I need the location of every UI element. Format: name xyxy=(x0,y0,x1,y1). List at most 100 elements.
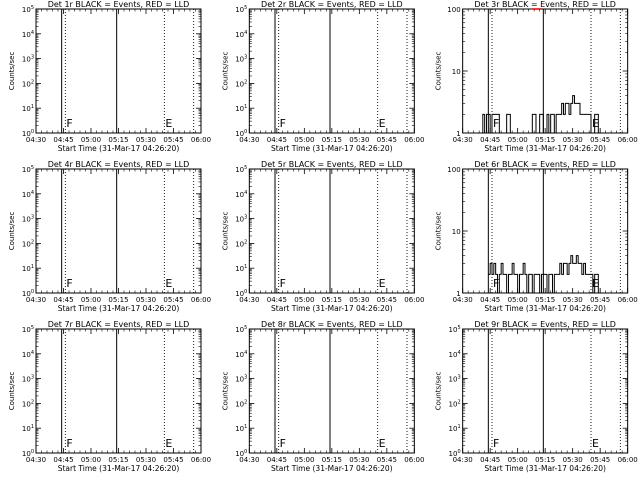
y-tick-label: 104 xyxy=(235,190,247,199)
y-tick-label: 104 xyxy=(22,350,34,359)
event-marker-label: E xyxy=(379,117,386,130)
x-axis-label: Start Time (31-Mar-17 04:26:20) xyxy=(271,464,393,473)
y-tick-label: 100 xyxy=(22,289,34,298)
x-tick-label: 05:00 xyxy=(294,136,314,144)
y-tick-label: 101 xyxy=(22,264,34,273)
plot-frame xyxy=(35,328,202,454)
x-tick-label: 06:00 xyxy=(404,296,424,304)
event-marker-label: E xyxy=(165,437,172,450)
series-line xyxy=(480,95,602,134)
x-tick-label: 04:45 xyxy=(480,136,500,144)
detector-panel: Det 5r BLACK = Events, RED = LLD 100 101 10… xyxy=(221,160,424,313)
x-axis-label: Start Time (31-Mar-17 04:26:20) xyxy=(271,144,393,153)
x-tick-label: 05:30 xyxy=(349,136,369,144)
y-axis-label: Counts/sec xyxy=(221,212,229,251)
x-tick-label: 05:30 xyxy=(563,296,583,304)
plot-frame xyxy=(35,8,202,134)
x-tick-label: 05:15 xyxy=(535,456,555,464)
event-marker-label: E xyxy=(379,437,386,450)
y-axis-label: Counts/sec xyxy=(435,52,443,91)
x-tick-label: 05:00 xyxy=(81,136,101,144)
y-axis-label: Counts/sec xyxy=(435,372,443,411)
x-tick-label: 05:15 xyxy=(108,296,128,304)
x-tick-label: 05:15 xyxy=(535,296,555,304)
y-tick-label: 10 xyxy=(452,228,461,236)
x-tick-label: 05:45 xyxy=(590,296,610,304)
x-tick-label: 05:15 xyxy=(108,456,128,464)
panel-title: Det 1r BLACK = Events, RED = LLD xyxy=(48,0,190,9)
y-tick-label: 105 xyxy=(22,165,34,174)
plot-frame xyxy=(248,168,415,294)
panel-title: Det 6r BLACK = Events, RED = LLD xyxy=(474,160,616,169)
event-marker-label: F xyxy=(66,117,72,130)
x-tick-label: 05:15 xyxy=(322,456,342,464)
x-tick-label: 04:30 xyxy=(26,136,46,144)
y-tick-label: 104 xyxy=(22,190,34,199)
y-tick-label: 101 xyxy=(22,104,34,113)
y-tick-label: 100 xyxy=(22,449,34,458)
x-tick-label: 05:15 xyxy=(322,136,342,144)
detector-panel: Det 2r BLACK = Events, RED = LLD 100 101 10… xyxy=(221,0,424,153)
x-axis-label: Start Time (31-Mar-17 04:26:20) xyxy=(58,304,180,313)
event-marker-label: E xyxy=(592,117,599,130)
plot-frame xyxy=(248,328,415,454)
x-axis-label: Start Time (31-Mar-17 04:26:20) xyxy=(58,464,180,473)
x-tick-label: 05:15 xyxy=(535,136,555,144)
x-tick-label: 05:45 xyxy=(163,456,183,464)
x-tick-label: 04:30 xyxy=(26,456,46,464)
y-tick-label: 105 xyxy=(235,165,247,174)
x-axis-label: Start Time (31-Mar-17 04:26:20) xyxy=(484,304,606,313)
panel-title: Det 7r BLACK = Events, RED = LLD xyxy=(48,320,190,329)
y-axis-label: Counts/sec xyxy=(221,372,229,411)
event-marker-label: F xyxy=(280,437,286,450)
y-tick-label: 102 xyxy=(235,79,247,88)
y-tick-label: 103 xyxy=(235,55,247,64)
x-tick-label: 05:00 xyxy=(508,456,528,464)
y-tick-label: 105 xyxy=(449,325,461,334)
x-tick-label: 05:00 xyxy=(81,456,101,464)
x-tick-label: 05:45 xyxy=(590,136,610,144)
plot-frame xyxy=(248,8,415,134)
x-tick-label: 05:45 xyxy=(163,296,183,304)
plot-frame xyxy=(462,328,629,454)
x-tick-label: 05:30 xyxy=(349,296,369,304)
x-tick-label: 04:45 xyxy=(267,456,287,464)
y-tick-label: 104 xyxy=(235,30,247,39)
x-tick-label: 05:45 xyxy=(377,456,397,464)
x-tick-label: 04:30 xyxy=(453,136,473,144)
detector-panel: Det 9r BLACK = Events, RED = LLD 100 101 10… xyxy=(435,320,638,473)
x-tick-label: 04:30 xyxy=(239,296,259,304)
x-axis-label: Start Time (31-Mar-17 04:26:20) xyxy=(58,144,180,153)
x-tick-label: 05:00 xyxy=(81,296,101,304)
x-tick-label: 06:00 xyxy=(404,456,424,464)
detector-panel: Det 6r BLACK = Events, RED = LLD 1 10 100 04… xyxy=(435,160,638,313)
y-axis-label: Counts/sec xyxy=(8,212,16,251)
x-tick-label: 04:30 xyxy=(26,296,46,304)
x-axis-label: Start Time (31-Mar-17 04:26:20) xyxy=(484,464,606,473)
event-marker-label: F xyxy=(280,117,286,130)
x-tick-label: 05:30 xyxy=(563,136,583,144)
x-tick-label: 04:45 xyxy=(53,296,73,304)
x-tick-label: 06:00 xyxy=(191,296,211,304)
event-marker-label: F xyxy=(493,277,499,290)
y-tick-label: 101 xyxy=(235,104,247,113)
x-tick-label: 05:45 xyxy=(377,296,397,304)
y-tick-label: 100 xyxy=(447,6,460,14)
event-marker-label: E xyxy=(592,277,599,290)
x-tick-label: 04:45 xyxy=(267,296,287,304)
event-marker-label: E xyxy=(165,117,172,130)
x-tick-label: 04:30 xyxy=(453,456,473,464)
panel-title: Det 3r BLACK = Events, RED = LLD xyxy=(474,0,616,9)
y-tick-label: 103 xyxy=(235,215,247,224)
y-tick-label: 102 xyxy=(235,399,247,408)
x-tick-label: 04:45 xyxy=(480,456,500,464)
y-tick-label: 105 xyxy=(235,325,247,334)
y-tick-label: 100 xyxy=(449,449,461,458)
y-tick-label: 103 xyxy=(449,375,461,384)
event-marker-label: F xyxy=(66,437,72,450)
y-tick-label: 102 xyxy=(22,239,34,248)
x-tick-label: 05:00 xyxy=(294,456,314,464)
x-axis-label: Start Time (31-Mar-17 04:26:20) xyxy=(271,304,393,313)
